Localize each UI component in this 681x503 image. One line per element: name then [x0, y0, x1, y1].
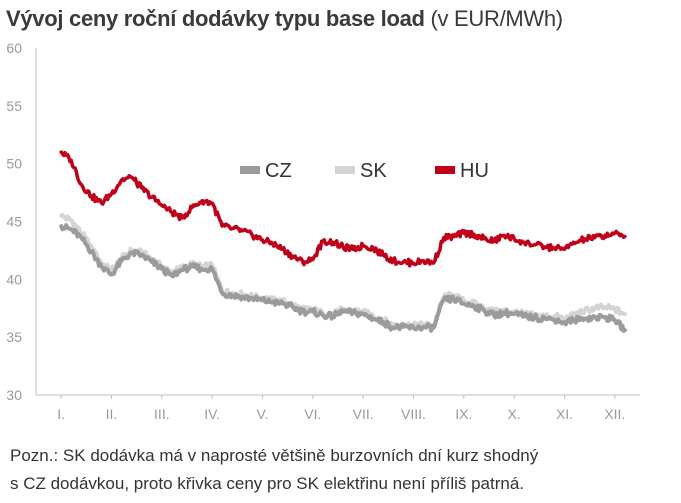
x-tick-label: IX. — [455, 406, 472, 422]
x-tick-label: XI. — [556, 406, 573, 422]
y-tick-label: 55 — [6, 98, 22, 114]
footnote-line-2: s CZ dodávkou, proto křivka ceny pro SK … — [10, 474, 525, 493]
y-axis-labels: 30 35 40 45 50 55 60 — [6, 40, 22, 403]
x-tick-label: I. — [57, 406, 65, 422]
x-tick-label: X. — [508, 406, 521, 422]
legend-label-hu: HU — [460, 160, 489, 182]
x-tick-label: III. — [154, 406, 170, 422]
series-line-cz — [59, 223, 627, 333]
legend: CZ SK HU — [240, 160, 489, 182]
chart-title-main: Vývoj ceny roční dodávky typu base load — [6, 6, 425, 31]
legend-label-cz: CZ — [265, 160, 292, 182]
y-tick-label: 30 — [6, 387, 22, 403]
y-tick-label: 45 — [6, 214, 22, 230]
x-tick-label: II. — [106, 406, 118, 422]
footnote-line-1: Pozn.: SK dodávka má v naprosté většině … — [10, 446, 539, 465]
footnote: Pozn.: SK dodávka má v naprosté většině … — [10, 442, 675, 498]
legend-swatch-hu — [435, 166, 455, 174]
x-tick-label: IV. — [204, 406, 220, 422]
x-axis: I. II. III. IV. V. VI. VII. VIII. IX. X. XI. XII. — [35, 48, 640, 422]
y-tick-label: 60 — [6, 40, 22, 56]
x-tick-label: VII. — [353, 406, 374, 422]
y-tick-label: 50 — [6, 156, 22, 172]
chart-title: Vývoj ceny roční dodávky typu base load … — [6, 6, 563, 32]
series-line-hu — [59, 150, 627, 268]
x-tick-label: VI. — [304, 406, 321, 422]
legend-label-sk: SK — [360, 160, 387, 182]
chart-title-unit: (v EUR/MWh) — [430, 6, 563, 31]
x-tick-label: XII. — [604, 406, 625, 422]
series-lines — [59, 150, 627, 333]
y-tick-label: 40 — [6, 271, 22, 287]
legend-swatch-cz — [240, 166, 260, 174]
x-tick-label: V. — [257, 406, 269, 422]
y-tick-label: 35 — [6, 329, 22, 345]
chart-svg: 30 35 40 45 50 55 60 I. II. III. IV. V. VI. VII. VIII… — [6, 40, 640, 422]
x-tick-label: VIII. — [401, 406, 426, 422]
legend-swatch-sk — [335, 166, 355, 174]
